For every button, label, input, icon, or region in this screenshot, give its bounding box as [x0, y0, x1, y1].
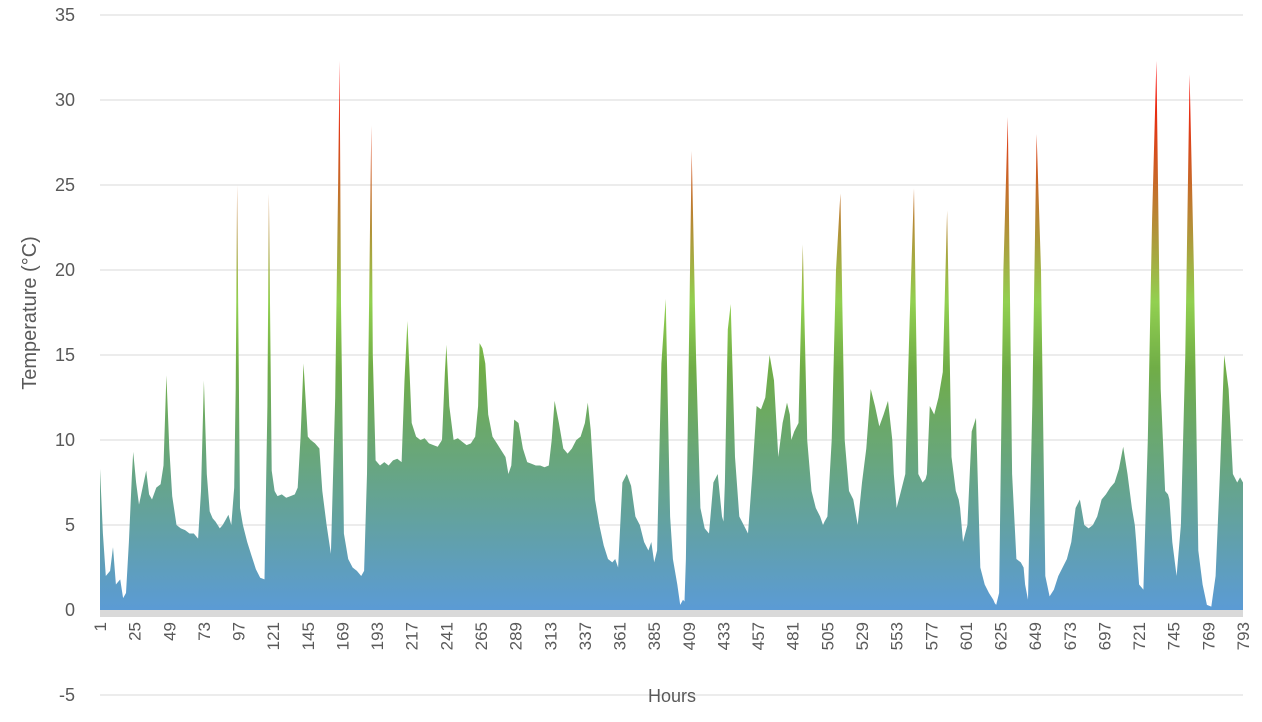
- x-tick-label: 121: [264, 622, 283, 650]
- x-tick-label: 145: [299, 622, 318, 650]
- x-tick-label: 433: [714, 622, 733, 650]
- y-tick-label: 0: [65, 600, 75, 620]
- y-tick-label: 10: [55, 430, 75, 450]
- x-tick-label: 625: [992, 622, 1011, 650]
- x-tick-label: 25: [126, 622, 145, 641]
- x-tick-label: 505: [818, 622, 837, 650]
- x-tick-label: 193: [368, 622, 387, 650]
- x-tick-label: 673: [1061, 622, 1080, 650]
- y-tick-label: 15: [55, 345, 75, 365]
- x-tick-label: 457: [749, 622, 768, 650]
- x-tick-label: 553: [888, 622, 907, 650]
- x-tick-label: 601: [957, 622, 976, 650]
- x-tick-label: 793: [1234, 622, 1253, 650]
- y-tick-label: 25: [55, 175, 75, 195]
- x-tick-label: 649: [1026, 622, 1045, 650]
- x-tick-label: 481: [784, 622, 803, 650]
- y-tick-label: 5: [65, 515, 75, 535]
- x-tick-label: 289: [507, 622, 526, 650]
- x-tick-label: 217: [403, 622, 422, 650]
- x-tick-label: 1: [91, 622, 110, 631]
- x-tick-label: 361: [611, 622, 630, 650]
- x-tick-label: 169: [333, 622, 352, 650]
- x-axis-title: Hours: [648, 686, 696, 706]
- x-tick-label: 385: [645, 622, 664, 650]
- y-tick-label: 30: [55, 90, 75, 110]
- y-axis-title: Temperature (°C): [19, 236, 41, 390]
- x-tick-label: 697: [1095, 622, 1114, 650]
- x-tick-label: 73: [195, 622, 214, 641]
- y-tick-label: -5: [59, 685, 75, 705]
- zero-baseline-band: [100, 609, 1243, 617]
- x-tick-label: 241: [437, 622, 456, 650]
- x-tick-label: 769: [1199, 622, 1218, 650]
- x-axis-ticks: 1 25 49 73 97 121 145 169 193 217 241 265 289 313 337 3…: [91, 622, 1253, 650]
- x-tick-label: 529: [853, 622, 872, 650]
- x-tick-label: 49: [160, 622, 179, 641]
- y-tick-label: 35: [55, 5, 75, 25]
- x-tick-label: 409: [680, 622, 699, 650]
- y-axis-ticks: -5 0 5 10 15 20 25 30 35: [55, 5, 75, 705]
- x-tick-label: 313: [541, 622, 560, 650]
- x-tick-label: 577: [922, 622, 941, 650]
- series-area: [100, 60, 1243, 610]
- x-tick-label: 97: [230, 622, 249, 641]
- x-tick-label: 265: [472, 622, 491, 650]
- x-tick-label: 337: [576, 622, 595, 650]
- y-tick-label: 20: [55, 260, 75, 280]
- x-tick-label: 721: [1130, 622, 1149, 650]
- x-tick-label: 745: [1165, 622, 1184, 650]
